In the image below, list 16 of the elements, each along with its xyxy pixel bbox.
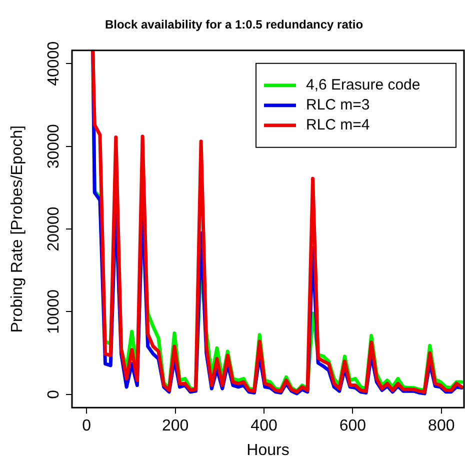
- x-axis-title: Hours: [246, 442, 290, 459]
- y-axis-title: Probing Rate [Probes/Epoch]: [9, 125, 26, 333]
- legend-label: RLC m=4: [306, 116, 370, 134]
- x-tick-label: 200: [162, 418, 189, 435]
- legend-label: RLC m=3: [306, 96, 370, 114]
- x-tick-label: 0: [82, 418, 92, 435]
- x-tick-label: 800: [428, 418, 455, 435]
- y-tick-label: 40000: [45, 41, 62, 86]
- y-tick-label: 10000: [45, 289, 62, 334]
- x-tick-label: 400: [250, 418, 278, 435]
- x-tick-label: 600: [339, 418, 366, 435]
- y-tick-label: 30000: [45, 124, 62, 169]
- chart-title: Block availability for a 1:0.5 redundancy ratio: [104, 18, 364, 32]
- legend-label: 4,6 Erasure code: [306, 76, 420, 94]
- y-tick-label: 20000: [45, 206, 62, 252]
- y-tick-label: 0: [45, 390, 62, 399]
